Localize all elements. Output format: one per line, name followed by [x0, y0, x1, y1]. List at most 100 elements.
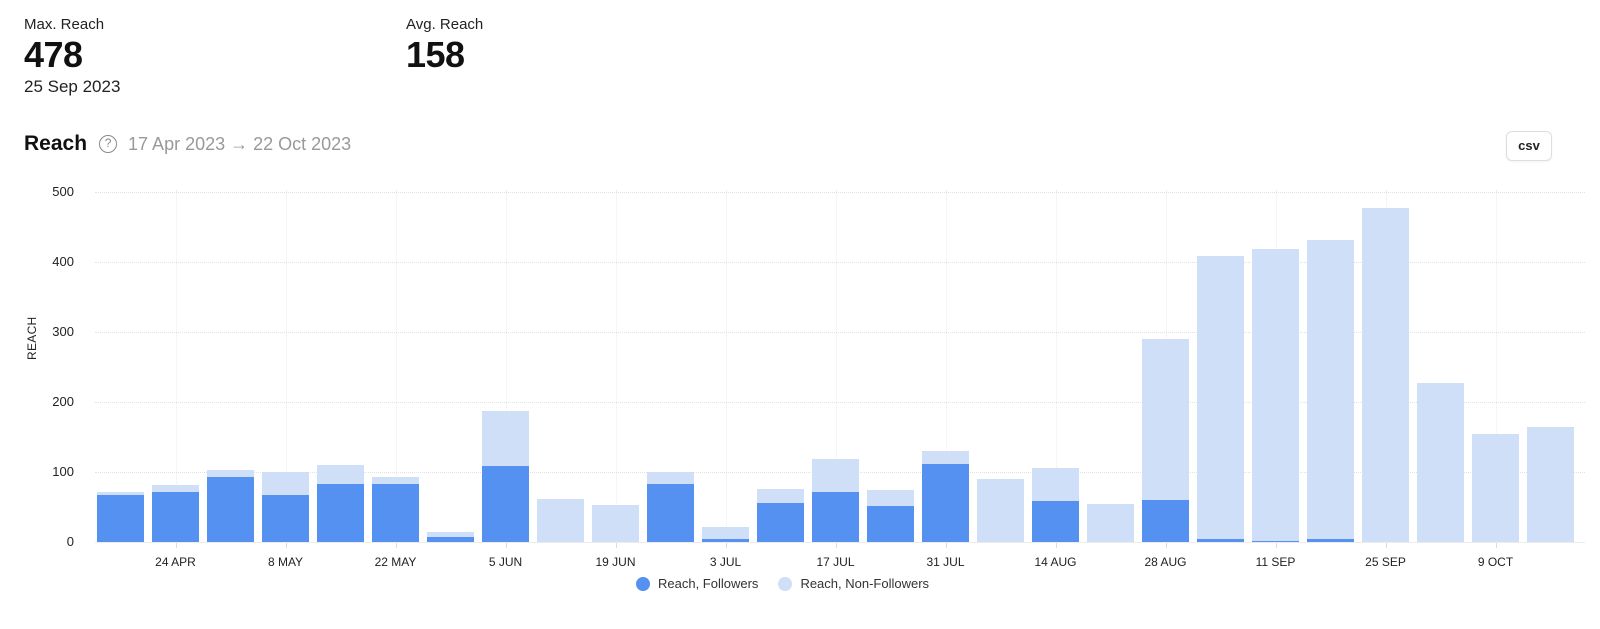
- bar-25-sep[interactable]: [1362, 208, 1409, 542]
- bar-3-jul[interactable]: [702, 527, 749, 542]
- bar-segment-followers: [757, 503, 804, 542]
- x-tick-mark: [395, 543, 397, 548]
- vertical-gridline: [505, 190, 507, 542]
- bar-1-may[interactable]: [207, 469, 254, 542]
- bar-29-may[interactable]: [427, 531, 474, 542]
- gridline: [95, 262, 1585, 263]
- bar-segment-non-followers: [1362, 208, 1409, 542]
- vertical-gridline: [1055, 190, 1057, 542]
- bar-segment-non-followers: [1032, 467, 1079, 502]
- avg-reach-label: Avg. Reach: [406, 16, 484, 33]
- bar-11-sep[interactable]: [1252, 248, 1299, 542]
- question-circle-icon[interactable]: ?: [99, 135, 118, 153]
- bar-14-aug[interactable]: [1032, 467, 1079, 542]
- bar-24-jul[interactable]: [867, 489, 914, 542]
- x-tick-label: 9 OCT: [1477, 555, 1514, 569]
- bar-segment-non-followers: [867, 489, 914, 507]
- vertical-gridline: [835, 190, 837, 542]
- x-tick-label: 8 MAY: [267, 555, 304, 569]
- x-tick-mark: [1495, 543, 1497, 548]
- bar-16-oct[interactable]: [1527, 427, 1574, 542]
- bar-26-jun[interactable]: [647, 472, 694, 542]
- bar-21-aug[interactable]: [1087, 503, 1134, 542]
- x-tick-label: 19 JUN: [595, 555, 636, 569]
- legend-label: Reach, Non-Followers: [800, 576, 930, 591]
- bar-4-sep[interactable]: [1197, 255, 1244, 542]
- max-reach-date: 25 Sep 2023: [24, 77, 121, 96]
- bar-15-may[interactable]: [317, 465, 364, 542]
- csv-export-button[interactable]: csv: [1506, 131, 1552, 161]
- x-tick-label: 5 JUN: [488, 555, 523, 569]
- bar-segment-non-followers: [482, 411, 529, 467]
- legend-label: Reach, Followers: [658, 576, 759, 591]
- vertical-gridline: [945, 190, 947, 542]
- bar-segment-followers: [152, 492, 199, 542]
- bar-segment-non-followers: [1252, 248, 1299, 541]
- bar-segment-followers: [262, 495, 309, 542]
- legend-item-followers[interactable]: Reach, Followers: [636, 576, 758, 591]
- y-tick-label: 400: [52, 254, 74, 269]
- vertical-gridline: [725, 190, 727, 542]
- bar-segment-non-followers: [427, 531, 474, 538]
- gridline: [95, 332, 1585, 333]
- avg-reach-value: 158: [406, 34, 465, 75]
- bar-2-oct[interactable]: [1417, 383, 1464, 542]
- x-axis-line: [95, 542, 1585, 543]
- bar-segment-non-followers: [1087, 503, 1134, 542]
- section-title: Reach: [24, 132, 88, 155]
- x-tick-label: 28 AUG: [1144, 555, 1187, 569]
- x-tick-mark: [1055, 543, 1057, 548]
- gridline: [95, 192, 1585, 193]
- bar-segment-non-followers: [262, 472, 309, 496]
- bar-24-apr[interactable]: [152, 485, 199, 542]
- bar-segment-non-followers: [97, 492, 144, 496]
- max-reach-value: 478: [24, 34, 83, 75]
- bar-segment-followers: [1032, 501, 1079, 542]
- date-range: 17 Apr 2023 → 22 Oct 2023: [128, 133, 352, 154]
- x-tick-mark: [285, 543, 287, 548]
- bar-18-sep[interactable]: [1307, 239, 1354, 542]
- bar-7-aug[interactable]: [977, 479, 1024, 542]
- legend-item-non-followers[interactable]: Reach, Non-Followers: [778, 576, 929, 591]
- bar-segment-followers: [97, 495, 144, 542]
- x-tick-mark: [175, 543, 177, 548]
- bar-segment-non-followers: [207, 469, 254, 477]
- vertical-gridline: [175, 190, 177, 542]
- bar-segment-followers: [922, 464, 969, 542]
- bar-segment-followers: [1252, 540, 1299, 542]
- x-tick-label: 24 APR: [155, 555, 196, 569]
- x-tick-mark: [1385, 543, 1387, 548]
- x-tick-mark: [725, 543, 727, 548]
- bar-segment-non-followers: [1527, 427, 1574, 542]
- bar-10-jul[interactable]: [757, 488, 804, 542]
- bar-12-jun[interactable]: [537, 498, 584, 542]
- bar-28-aug[interactable]: [1142, 339, 1189, 542]
- bar-segment-non-followers: [757, 488, 804, 504]
- vertical-gridline: [615, 190, 617, 542]
- bar-segment-non-followers: [1197, 255, 1244, 540]
- bar-9-oct[interactable]: [1472, 434, 1519, 542]
- legend-dot-followers-icon: [636, 576, 650, 591]
- bar-5-jun[interactable]: [482, 411, 529, 542]
- bar-segment-non-followers: [317, 465, 364, 484]
- x-tick-label: 14 AUG: [1034, 555, 1077, 569]
- bar-segment-non-followers: [647, 472, 694, 484]
- bar-19-jun[interactable]: [592, 504, 639, 542]
- x-tick-label: 11 SEP: [1255, 555, 1296, 569]
- bar-segment-non-followers: [537, 498, 584, 542]
- bar-22-may[interactable]: [372, 476, 419, 542]
- bar-17-jul[interactable]: [812, 458, 859, 542]
- bar-8-may[interactable]: [262, 472, 309, 542]
- bar-segment-non-followers: [1417, 383, 1464, 542]
- vertical-gridline: [395, 190, 397, 542]
- bar-segment-followers: [317, 483, 364, 542]
- bar-31-jul[interactable]: [922, 451, 969, 542]
- bar-segment-followers: [1197, 539, 1244, 542]
- x-tick-label: 3 JUL: [709, 555, 742, 569]
- bar-17-apr[interactable]: [97, 492, 144, 542]
- y-tick-label: 300: [52, 324, 74, 339]
- avg-reach-stat: Avg. Reach 158: [406, 16, 483, 75]
- x-tick-mark: [505, 543, 507, 548]
- bar-segment-non-followers: [152, 485, 199, 493]
